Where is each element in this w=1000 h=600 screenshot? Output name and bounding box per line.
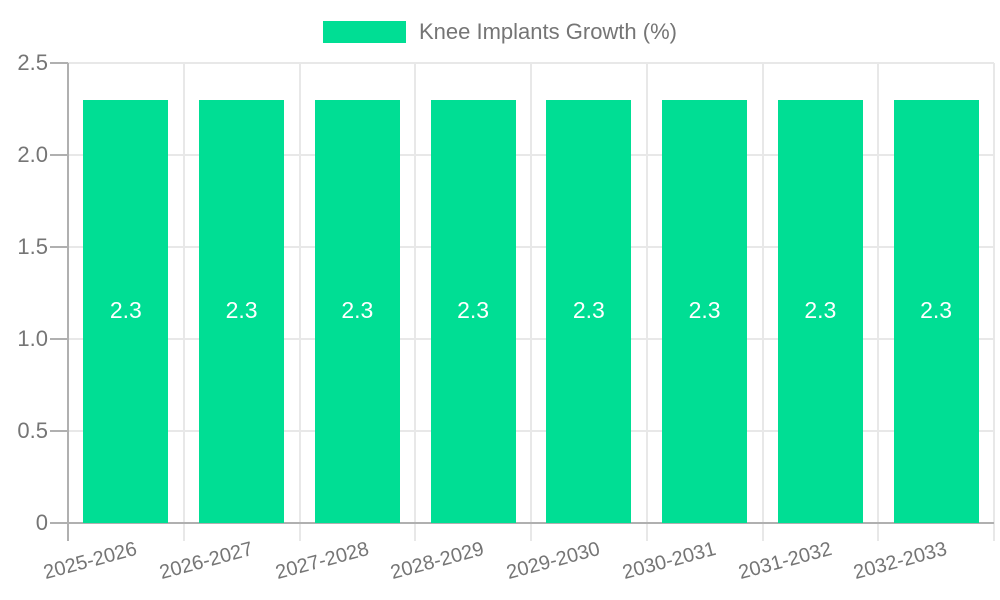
legend[interactable]: Knee Implants Growth (%) xyxy=(0,19,1000,45)
bar-value-label: 2.3 xyxy=(920,297,953,324)
y-axis-tick xyxy=(50,522,68,524)
bar[interactable] xyxy=(83,99,169,523)
gridline-vertical xyxy=(530,63,532,523)
bar-value-label: 2.3 xyxy=(109,297,142,324)
bar-value-label: 2.3 xyxy=(804,297,837,324)
gridline-vertical xyxy=(298,63,301,523)
y-axis-tick-label: 1.0 xyxy=(17,326,48,351)
bar[interactable] xyxy=(546,99,632,523)
legend-label: Knee Implants Growth (%) xyxy=(419,19,677,44)
y-axis-tick-label: 0 xyxy=(35,510,48,535)
x-axis-tick xyxy=(530,523,532,541)
bar-value-label: 2.3 xyxy=(688,297,721,324)
y-axis-tick-label: 1.5 xyxy=(17,234,48,259)
x-axis-tick-label: 2032-2033 xyxy=(851,538,950,585)
x-axis-tick xyxy=(993,523,995,541)
bar[interactable] xyxy=(893,99,979,523)
gridline-vertical xyxy=(993,63,995,523)
gridline-vertical xyxy=(182,63,185,523)
bar[interactable] xyxy=(777,99,863,523)
y-axis-line xyxy=(67,63,69,541)
x-axis-tick-label: 2028-2029 xyxy=(388,538,487,585)
bar[interactable] xyxy=(199,99,285,523)
y-axis-tick xyxy=(50,62,68,64)
x-axis-tick-label: 2025-2026 xyxy=(41,538,140,585)
x-axis-tick xyxy=(645,523,648,541)
bar[interactable] xyxy=(430,99,516,523)
gridline-vertical xyxy=(877,63,880,523)
y-axis-tick xyxy=(50,338,68,340)
x-axis-tick-label: 2031-2032 xyxy=(735,538,835,585)
bar[interactable] xyxy=(662,99,748,523)
x-axis-tick xyxy=(877,523,880,541)
x-axis-tick-label: 2029-2030 xyxy=(504,538,603,585)
bar-value-label: 2.3 xyxy=(572,297,605,324)
x-axis-tick-label: 2030-2031 xyxy=(620,538,719,585)
y-axis-tick xyxy=(50,246,68,248)
gridline-vertical xyxy=(414,63,417,523)
y-axis-tick-label: 0.5 xyxy=(17,418,48,443)
bar-value-label: 2.3 xyxy=(457,297,490,324)
bar[interactable] xyxy=(314,99,400,523)
x-axis-tick xyxy=(182,523,185,541)
x-axis-tick-label: 2027-2028 xyxy=(272,538,372,585)
legend-swatch xyxy=(323,21,406,43)
y-axis-tick xyxy=(50,154,68,156)
x-axis-tick-label: 2026-2027 xyxy=(157,538,256,585)
x-axis-tick xyxy=(298,523,301,541)
gridline-vertical xyxy=(645,63,648,523)
x-axis-tick xyxy=(414,523,417,541)
y-axis-tick xyxy=(50,430,68,432)
y-axis-tick-label: 2.5 xyxy=(17,50,48,75)
y-axis-tick-label: 2.0 xyxy=(17,142,48,167)
gridline-vertical xyxy=(761,63,764,523)
bar-value-label: 2.3 xyxy=(225,297,258,324)
bar-value-label: 2.3 xyxy=(341,297,374,324)
x-axis-tick xyxy=(761,523,764,541)
x-axis-line xyxy=(68,522,994,524)
